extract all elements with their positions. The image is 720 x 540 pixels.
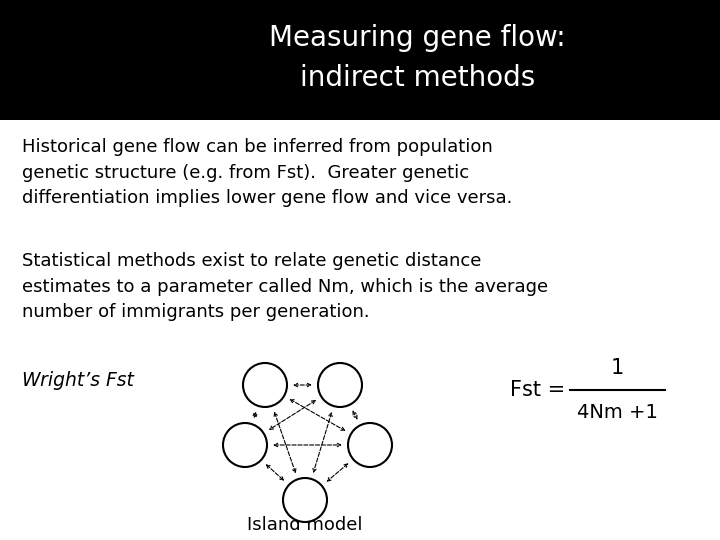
Text: Measuring gene flow:: Measuring gene flow: bbox=[269, 24, 566, 52]
Text: Historical gene flow can be inferred from population
genetic structure (e.g. fro: Historical gene flow can be inferred fro… bbox=[22, 138, 513, 207]
Text: 1: 1 bbox=[611, 358, 624, 378]
Circle shape bbox=[318, 363, 362, 407]
Text: 4Nm +1: 4Nm +1 bbox=[577, 402, 658, 422]
Bar bbox=[0, 120, 720, 540]
Circle shape bbox=[243, 363, 287, 407]
Text: indirect methods: indirect methods bbox=[300, 64, 535, 92]
Text: Statistical methods exist to relate genetic distance
estimates to a parameter ca: Statistical methods exist to relate gene… bbox=[22, 252, 548, 321]
Text: Fst =: Fst = bbox=[510, 380, 572, 400]
Bar bbox=[0, 0, 720, 120]
Text: Island model: Island model bbox=[247, 516, 363, 534]
Circle shape bbox=[283, 478, 327, 522]
Circle shape bbox=[223, 423, 267, 467]
Text: Wright’s Fst: Wright’s Fst bbox=[22, 370, 134, 389]
Circle shape bbox=[348, 423, 392, 467]
